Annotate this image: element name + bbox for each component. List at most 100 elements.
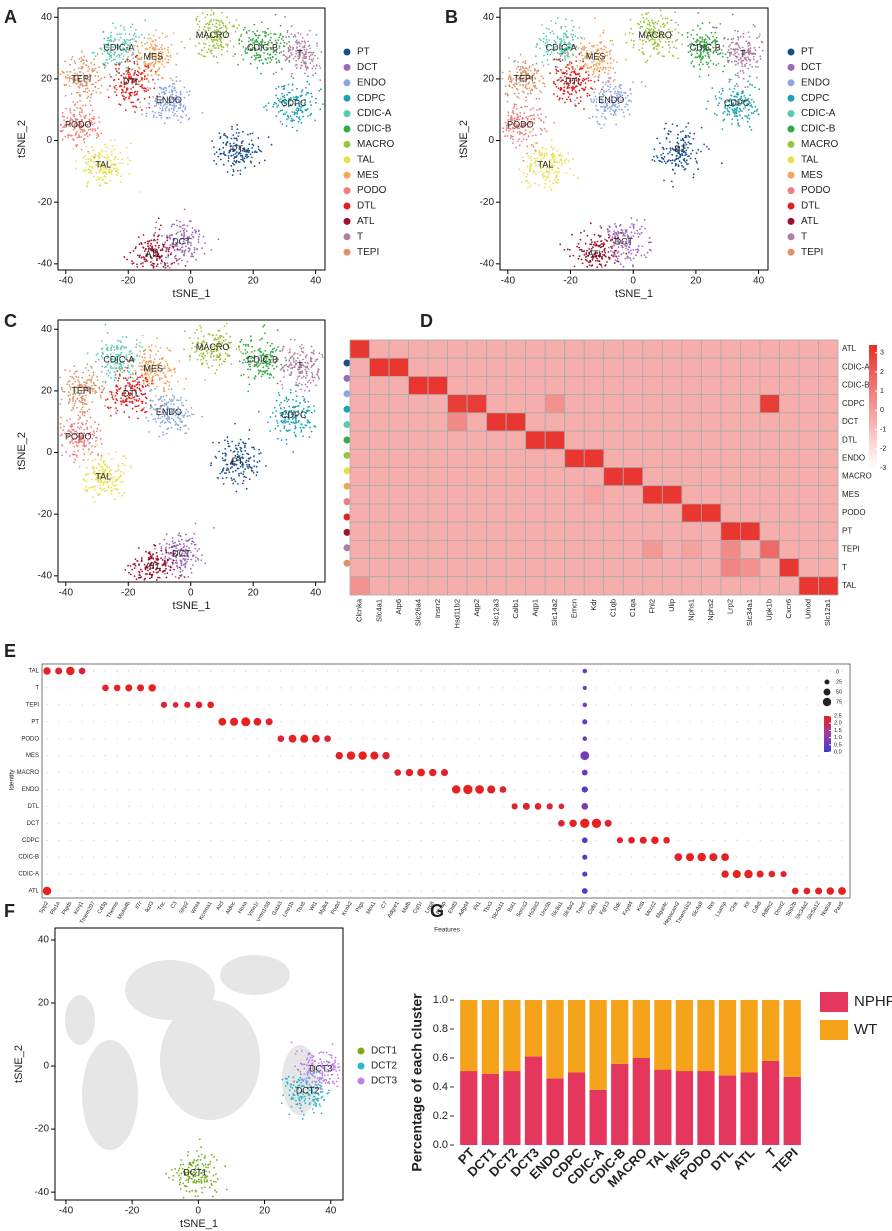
background-dot — [245, 704, 247, 706]
heat-cell — [583, 448, 605, 468]
bar-segment — [611, 1000, 629, 1064]
heat-cell — [681, 357, 702, 377]
background-dot — [338, 788, 340, 791]
background-dot — [537, 755, 539, 757]
heat-cell — [466, 430, 488, 450]
background-dot — [128, 822, 130, 824]
background-dot — [46, 755, 48, 757]
legend-label: TEPI — [357, 247, 379, 258]
heat-cell — [622, 503, 644, 523]
background-dot — [666, 856, 668, 858]
background-dot — [455, 771, 457, 774]
background-dot — [806, 771, 808, 774]
background-dot — [549, 890, 551, 892]
row-label: CDPC — [22, 838, 40, 844]
background-dot — [338, 890, 340, 892]
background-dot — [432, 822, 434, 824]
expression-dot — [685, 853, 695, 862]
heat-cell — [349, 357, 370, 377]
expression-dot — [522, 802, 530, 810]
background-dot — [736, 822, 738, 824]
expression-dot — [394, 769, 402, 776]
background-dot — [689, 755, 691, 757]
heat-cell — [603, 394, 624, 414]
background-dot — [256, 839, 259, 841]
column-label: Umod — [804, 599, 813, 619]
background-dot — [478, 890, 481, 892]
legend-label: ATL — [801, 216, 819, 227]
background-dot — [397, 839, 399, 841]
background-dot — [46, 704, 48, 706]
heat-cell — [544, 521, 566, 541]
heat-cell — [661, 503, 683, 523]
background-dot — [315, 670, 317, 672]
heat-cell — [681, 339, 702, 359]
cluster-cells — [86, 323, 146, 388]
heat-cell — [583, 503, 605, 523]
heat-cell — [564, 558, 585, 578]
background-dot — [806, 822, 808, 824]
background-dot — [326, 687, 329, 689]
background-cells — [82, 1040, 138, 1150]
background-dot — [268, 839, 270, 841]
heat-cell — [447, 430, 468, 450]
background-dot — [619, 890, 621, 892]
heat-cell — [466, 339, 488, 359]
background-dot — [689, 687, 691, 689]
background-dot — [654, 687, 656, 689]
heat-cell — [700, 467, 722, 487]
background-dot — [139, 890, 142, 892]
row-label: MES — [842, 490, 859, 499]
heat-cell — [798, 539, 819, 559]
background-dot — [350, 839, 352, 841]
background-dot — [128, 771, 130, 774]
bar-segment — [675, 1071, 694, 1145]
background-dot — [151, 670, 153, 672]
background-dot — [104, 873, 107, 875]
feature-label: Wt1 — [309, 901, 319, 912]
background-dot — [408, 890, 411, 892]
background-dot — [362, 721, 364, 723]
background-dot — [326, 890, 329, 892]
background-dot — [128, 670, 130, 672]
cluster-cells — [238, 324, 293, 393]
heat-cell — [700, 448, 722, 468]
legend-marker — [787, 63, 795, 71]
cluster-label: DCT2 — [296, 1086, 320, 1096]
background-dot — [782, 856, 785, 858]
heat-cell — [388, 467, 409, 487]
background-dot — [408, 788, 411, 791]
background-dot — [666, 873, 668, 875]
background-dot — [175, 721, 177, 723]
background-dot — [315, 721, 317, 723]
legend-marker — [343, 63, 351, 71]
background-dot — [701, 805, 703, 807]
background-dot — [502, 704, 504, 706]
background-dot — [759, 771, 761, 774]
panel-letter: E — [4, 641, 16, 661]
background-dot — [420, 822, 422, 824]
background-dot — [829, 755, 831, 757]
heat-cell — [369, 539, 390, 559]
background-dot — [642, 873, 644, 875]
colorbar-label: 0.5 — [834, 742, 842, 748]
heat-cell — [798, 412, 819, 432]
row-label: CDIC-A — [842, 362, 870, 371]
heat-cell — [525, 539, 546, 559]
bar-segment — [589, 1089, 607, 1145]
background-dot — [514, 839, 516, 841]
expression-dot — [241, 717, 251, 727]
heat-cell — [642, 339, 663, 359]
background-dot — [268, 805, 270, 807]
y-tick-label: 20 — [483, 74, 495, 85]
background-dot — [759, 839, 761, 841]
heat-cell — [388, 485, 409, 505]
background-dot — [782, 788, 785, 791]
background-dot — [607, 738, 609, 740]
bar-segment — [611, 1063, 629, 1145]
heat-cell — [740, 576, 761, 596]
background-dot — [502, 687, 504, 689]
background-dot — [724, 704, 726, 706]
heat-cell — [681, 376, 702, 396]
legend-marker — [787, 125, 795, 133]
